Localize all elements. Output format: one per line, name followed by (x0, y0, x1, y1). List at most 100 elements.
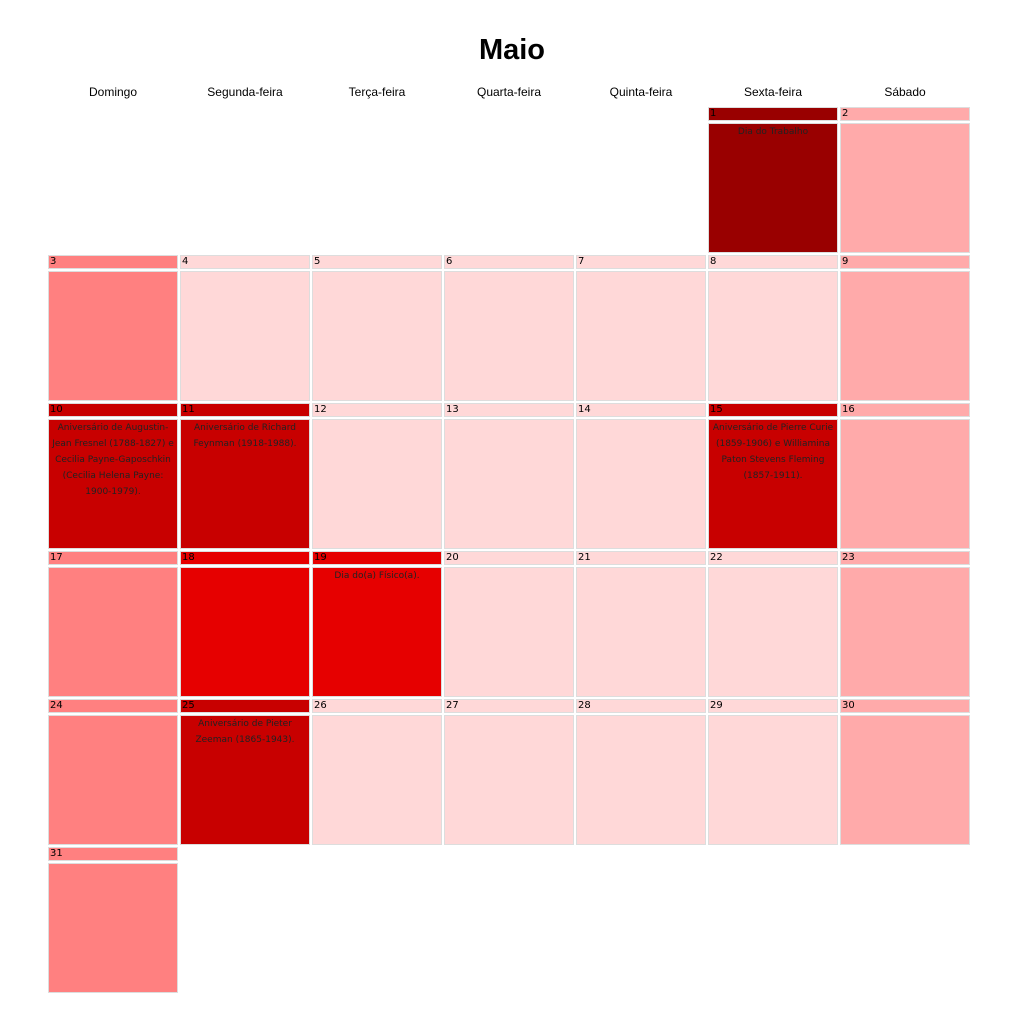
day-cell[interactable]: 24 (47, 698, 179, 846)
day-number: 29 (708, 699, 838, 713)
day-cell[interactable]: 18 (179, 550, 311, 698)
day-cell[interactable]: 15 Aniversário de Pierre Curie (1859-1906… (707, 402, 839, 550)
day-number: 18 (180, 551, 310, 565)
weekday-header: Quarta-feira (476, 85, 542, 99)
day-number: 1 (708, 107, 838, 121)
day-cell[interactable]: 26 (311, 698, 443, 846)
day-cell[interactable]: 19 Dia do(a) Físico(a). (311, 550, 443, 698)
day-event (180, 567, 310, 697)
day-number: 19 (312, 551, 442, 565)
day-number: 20 (444, 551, 574, 565)
day-event (444, 715, 574, 845)
day-number: 2 (840, 107, 970, 121)
day-event (312, 271, 442, 401)
day-cell[interactable]: 17 (47, 550, 179, 698)
day-number: 28 (576, 699, 706, 713)
day-event (576, 271, 706, 401)
day-event: Dia do(a) Físico(a). (312, 567, 442, 697)
day-number: 15 (708, 403, 838, 417)
weekday-header: Domingo (88, 85, 138, 99)
day-cell[interactable]: 10 Aniversário de Augustin-Jean Fresnel (… (47, 402, 179, 550)
weekday-header: Segunda-feira (207, 85, 283, 99)
day-number: 21 (576, 551, 706, 565)
day-cell[interactable]: 4 (179, 254, 311, 402)
day-event (840, 715, 970, 845)
day-event: Aniversário de Pierre Curie (1859-1906) … (708, 419, 838, 549)
day-event (444, 271, 574, 401)
day-cell[interactable]: 12 (311, 402, 443, 550)
day-number: 24 (48, 699, 178, 713)
day-number: 27 (444, 699, 574, 713)
day-cell[interactable]: 13 (443, 402, 575, 550)
day-cell[interactable]: 27 (443, 698, 575, 846)
day-cell[interactable]: 23 (839, 550, 971, 698)
day-cell[interactable]: 29 (707, 698, 839, 846)
day-number: 13 (444, 403, 574, 417)
weekday-header: Sexta-feira (743, 85, 803, 99)
day-number: 8 (708, 255, 838, 269)
weekday-header: Quinta-feira (609, 85, 673, 99)
day-number: 26 (312, 699, 442, 713)
day-cell[interactable]: 6 (443, 254, 575, 402)
day-event (48, 715, 178, 845)
day-cell[interactable]: 21 (575, 550, 707, 698)
day-event (444, 567, 574, 697)
day-number: 9 (840, 255, 970, 269)
day-cell[interactable]: 22 (707, 550, 839, 698)
day-event (444, 419, 574, 549)
day-event (840, 271, 970, 401)
day-event: Aniversário de Augustin-Jean Fresnel (17… (48, 419, 178, 549)
day-event (48, 863, 178, 993)
day-number: 5 (312, 255, 442, 269)
day-event (576, 567, 706, 697)
day-number: 7 (576, 255, 706, 269)
day-number: 11 (180, 403, 310, 417)
day-event (180, 271, 310, 401)
day-number: 25 (180, 699, 310, 713)
day-number: 10 (48, 403, 178, 417)
month-title: Maio (478, 34, 546, 66)
day-cell[interactable]: 31 (47, 846, 179, 994)
day-number: 6 (444, 255, 574, 269)
day-event (708, 271, 838, 401)
day-number: 23 (840, 551, 970, 565)
day-event (48, 271, 178, 401)
day-number: 30 (840, 699, 970, 713)
day-number: 16 (840, 403, 970, 417)
day-cell[interactable]: 2 (839, 106, 971, 254)
day-cell[interactable]: 16 (839, 402, 971, 550)
weekday-header: Terça-feira (348, 85, 406, 99)
day-cell[interactable]: 3 (47, 254, 179, 402)
day-event (312, 419, 442, 549)
day-event (312, 715, 442, 845)
day-cell[interactable]: 5 (311, 254, 443, 402)
day-event (708, 715, 838, 845)
day-event: Aniversário de Richard Feynman (1918-198… (180, 419, 310, 549)
day-event: Aniversário de Pieter Zeeman (1865-1943)… (180, 715, 310, 845)
day-number: 4 (180, 255, 310, 269)
day-event (840, 567, 970, 697)
day-event: Dia do Trabalho (708, 123, 838, 253)
day-cell[interactable]: 30 (839, 698, 971, 846)
day-event (840, 419, 970, 549)
day-number: 17 (48, 551, 178, 565)
day-cell[interactable]: 7 (575, 254, 707, 402)
day-cell[interactable]: 25 Aniversário de Pieter Zeeman (1865-194… (179, 698, 311, 846)
day-event (576, 715, 706, 845)
day-cell[interactable]: 1 Dia do Trabalho (707, 106, 839, 254)
day-cell[interactable]: 28 (575, 698, 707, 846)
day-event (840, 123, 970, 253)
day-cell[interactable]: 8 (707, 254, 839, 402)
day-cell[interactable]: 20 (443, 550, 575, 698)
weekday-header: Sábado (884, 85, 926, 99)
day-number: 22 (708, 551, 838, 565)
day-number: 31 (48, 847, 178, 861)
day-number: 3 (48, 255, 178, 269)
day-event (708, 567, 838, 697)
day-number: 12 (312, 403, 442, 417)
day-cell[interactable]: 11 Aniversário de Richard Feynman (1918-1… (179, 402, 311, 550)
day-number: 14 (576, 403, 706, 417)
day-event (48, 567, 178, 697)
day-cell[interactable]: 9 (839, 254, 971, 402)
day-cell[interactable]: 14 (575, 402, 707, 550)
